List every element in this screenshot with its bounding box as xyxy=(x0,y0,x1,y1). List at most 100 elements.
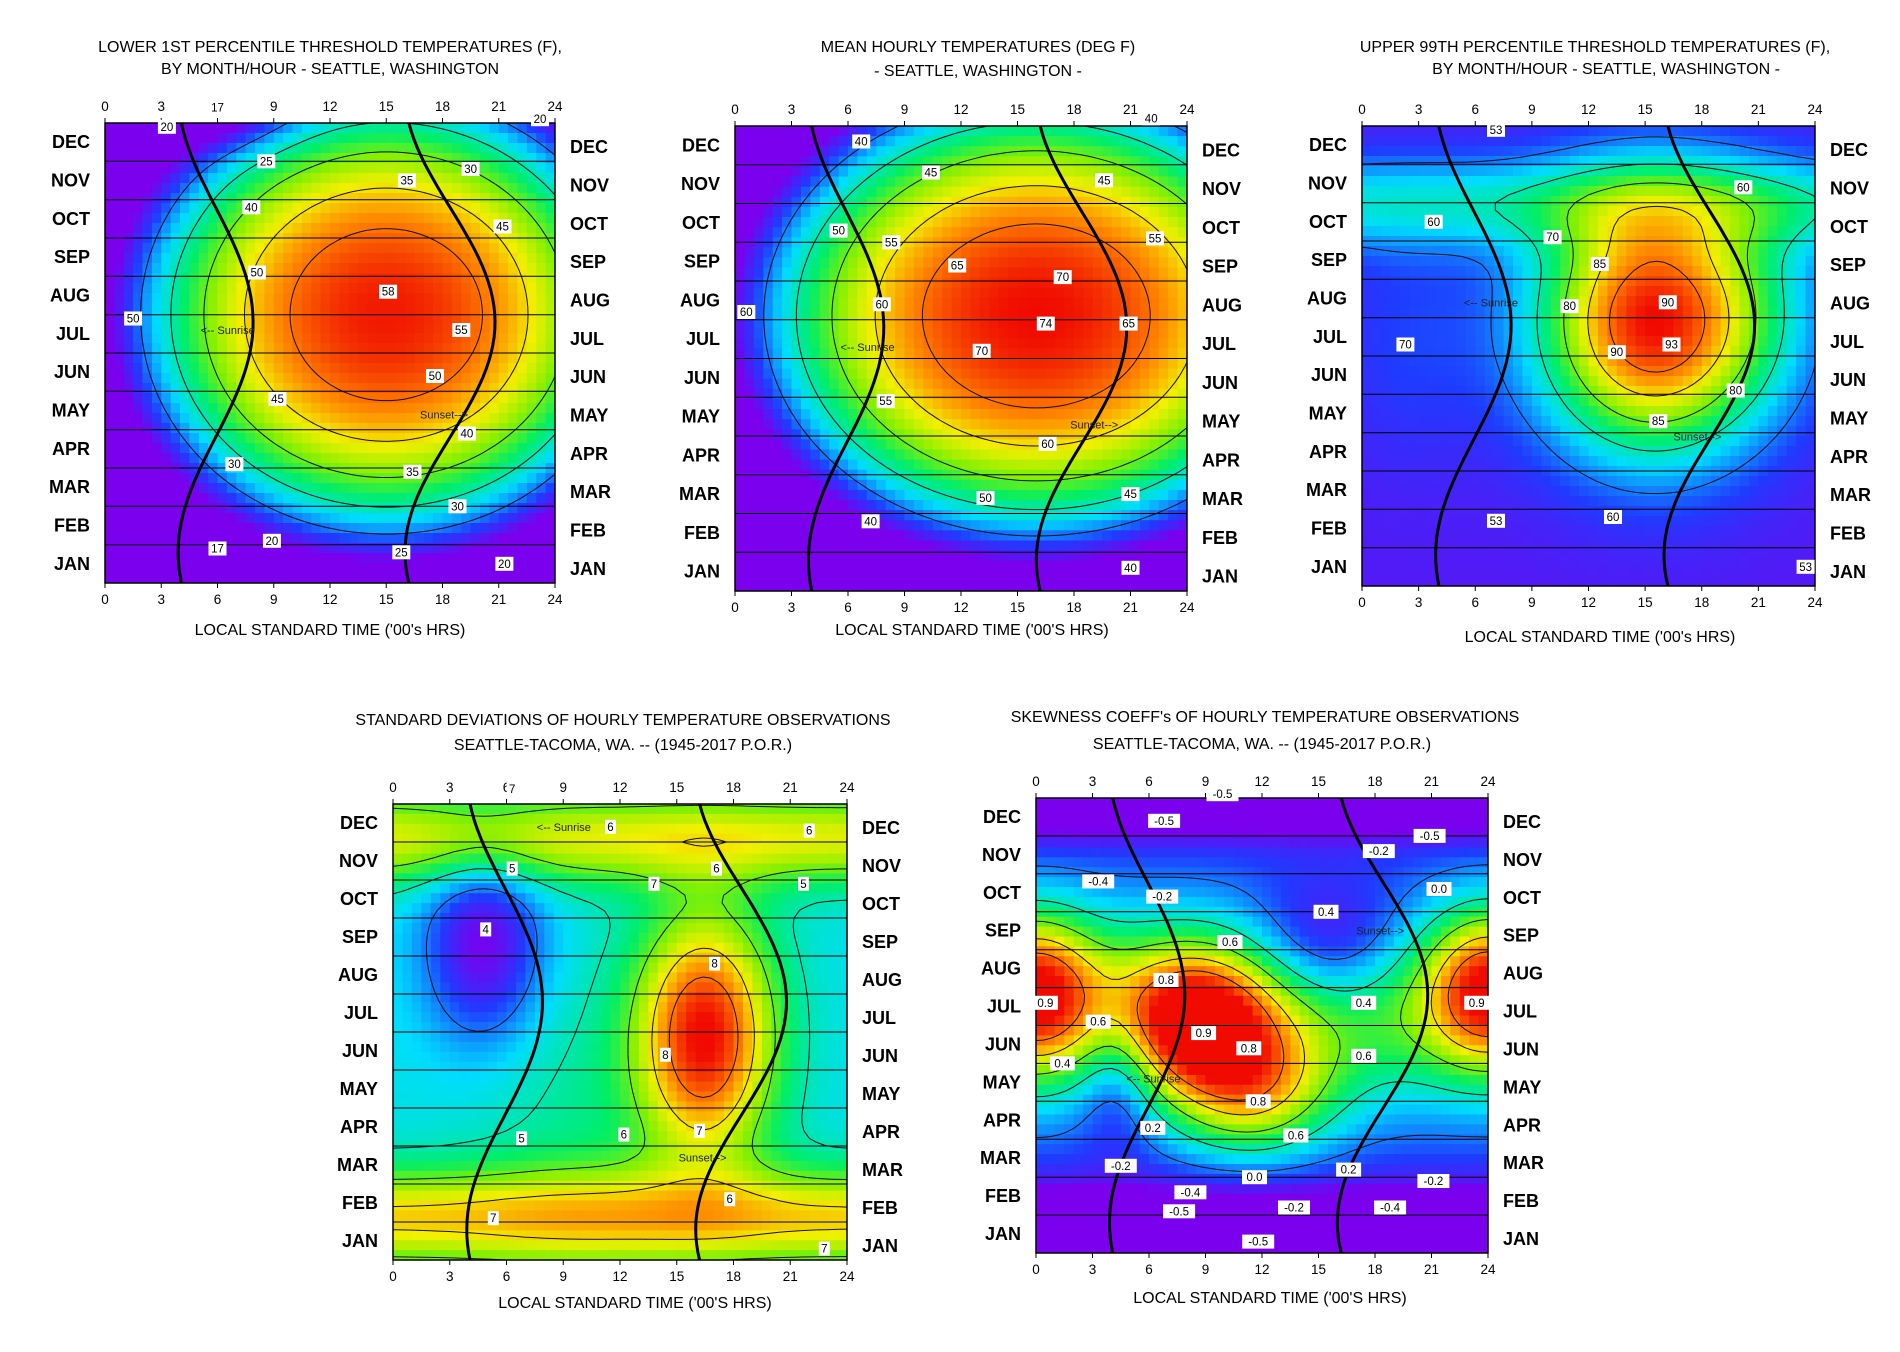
heatmap-cell xyxy=(283,433,294,444)
heatmap-cell xyxy=(461,353,472,364)
contour-segment xyxy=(232,176,239,182)
heatmap-cell xyxy=(744,186,755,198)
heatmap-cell xyxy=(423,513,435,524)
month-label-right: FEB xyxy=(570,521,606,541)
heatmap-cell xyxy=(236,483,247,494)
heatmap-cell xyxy=(461,143,472,154)
contour-segment xyxy=(509,124,518,130)
heatmap-cell xyxy=(245,313,256,324)
heatmap-cell xyxy=(895,247,906,259)
heatmap-cell xyxy=(198,443,210,454)
heatmap-cell xyxy=(151,403,163,414)
heatmap-cell xyxy=(414,223,425,234)
heatmap-cell xyxy=(904,348,915,360)
heatmap-cell xyxy=(151,313,163,324)
heatmap-cell xyxy=(330,263,341,274)
heatmap-cell xyxy=(763,419,774,431)
heatmap-cell xyxy=(133,183,144,194)
contour-segment xyxy=(487,482,491,485)
heatmap-cell xyxy=(470,413,481,424)
contour-segment xyxy=(539,179,546,185)
heatmap-cell xyxy=(151,493,163,504)
heatmap-cell xyxy=(979,459,991,471)
heatmap-cell xyxy=(1121,146,1132,158)
heatmap-cell xyxy=(791,409,802,420)
contour-segment xyxy=(314,372,320,377)
heatmap-cell xyxy=(951,459,962,471)
heatmap-cell xyxy=(810,126,821,137)
heatmap-cell xyxy=(480,563,491,574)
heatmap-cell xyxy=(819,500,831,511)
heatmap-cell xyxy=(423,333,435,344)
heatmap-cell xyxy=(923,136,934,148)
heatmap-cell xyxy=(772,388,783,400)
contour-segment xyxy=(514,362,518,369)
heatmap-cell xyxy=(180,293,191,304)
heatmap-cell xyxy=(1102,206,1113,218)
contour-segment xyxy=(504,376,511,384)
heatmap-cell xyxy=(1177,186,1187,198)
heatmap-cell xyxy=(1158,429,1170,441)
heatmap-cell xyxy=(208,513,219,524)
contour-segment xyxy=(155,391,158,395)
heatmap-cell xyxy=(951,479,962,491)
heatmap-cell xyxy=(170,133,181,144)
heatmap-cell xyxy=(311,333,322,344)
heatmap-cell xyxy=(800,398,812,410)
heatmap-cell xyxy=(735,500,746,511)
heatmap-cell xyxy=(800,166,812,178)
heatmap-cell xyxy=(1158,156,1170,168)
heatmap-cell xyxy=(358,213,369,224)
heatmap-cell xyxy=(763,439,774,451)
heatmap-cell xyxy=(161,563,172,574)
heatmap-cell xyxy=(508,523,519,534)
heatmap-cell xyxy=(264,243,275,254)
heatmap-cell xyxy=(1008,176,1019,188)
heatmap-cell xyxy=(970,136,981,148)
heatmap-cell xyxy=(1092,206,1104,218)
heatmap-cell xyxy=(1130,358,1141,370)
heatmap-cell xyxy=(142,123,153,134)
heatmap-cell xyxy=(358,293,369,304)
month-label-right: MAR xyxy=(570,482,611,502)
heatmap-cell xyxy=(913,358,925,370)
heatmap-cell xyxy=(1168,206,1179,218)
contour-segment xyxy=(344,503,353,506)
contour-segment xyxy=(547,436,553,443)
heatmap-cell xyxy=(133,163,144,174)
heatmap-cell xyxy=(517,163,528,174)
contour-segment xyxy=(359,229,368,233)
heatmap-cell xyxy=(386,383,397,394)
heatmap-cell xyxy=(348,283,360,294)
heatmap-cell xyxy=(1083,186,1094,198)
heatmap-cell xyxy=(142,223,153,234)
heatmap-cell xyxy=(998,328,1009,340)
heatmap-cell xyxy=(848,500,859,511)
heatmap-cell xyxy=(189,343,200,354)
heatmap-cell xyxy=(339,433,350,444)
heatmap-cell xyxy=(217,373,228,384)
heatmap-cell xyxy=(536,163,547,174)
heatmap-cell xyxy=(829,328,840,340)
heatmap-cell xyxy=(405,143,416,154)
heatmap-cell xyxy=(311,433,322,444)
heatmap-cell xyxy=(358,143,369,154)
heatmap-cell xyxy=(292,563,303,574)
heatmap-cell xyxy=(885,419,896,431)
heatmap-cell xyxy=(772,297,783,309)
heatmap-cell xyxy=(470,543,481,554)
heatmap-cell xyxy=(180,373,191,384)
heatmap-cell xyxy=(800,500,812,511)
heatmap-cell xyxy=(1121,136,1132,148)
heatmap-cell xyxy=(367,143,378,154)
heatmap-cell xyxy=(339,563,350,574)
heatmap-cell xyxy=(480,123,491,134)
heatmap-cell xyxy=(1083,287,1094,299)
heatmap-cell xyxy=(1036,419,1047,431)
heatmap-cell xyxy=(772,196,783,208)
heatmap-cell xyxy=(208,493,219,504)
contour-segment xyxy=(284,176,291,181)
heatmap-cell xyxy=(489,563,500,574)
heatmap-cell xyxy=(866,429,878,441)
heatmap-cell xyxy=(1168,398,1179,410)
